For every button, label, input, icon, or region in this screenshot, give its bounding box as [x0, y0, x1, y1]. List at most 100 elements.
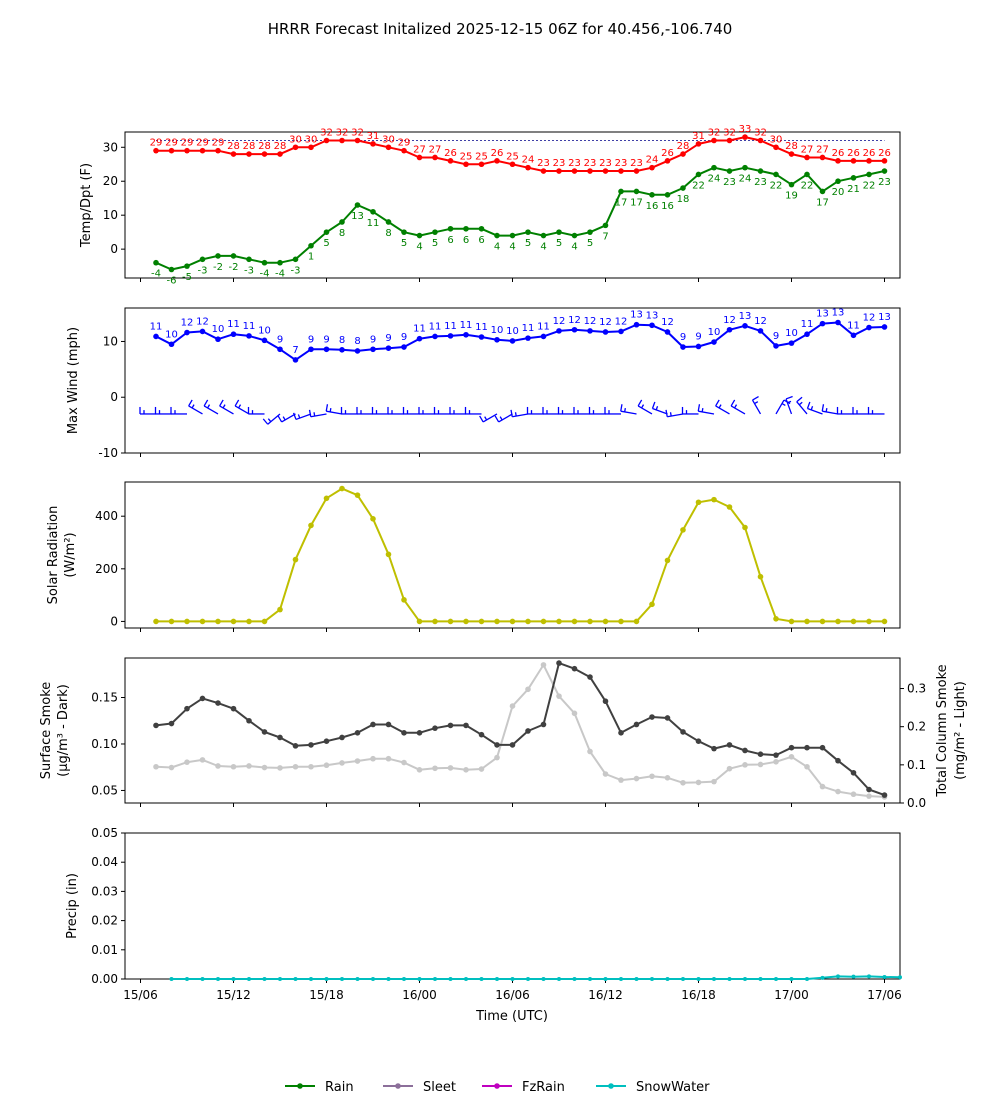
dewpoint-point	[215, 253, 221, 259]
temperature-value-label: 23	[615, 158, 628, 169]
dewpoint-value-label: -6	[167, 276, 177, 287]
total-column-smoke-point	[354, 758, 361, 764]
dewpoint-value-label: -4	[151, 269, 161, 280]
wind-barb	[510, 409, 529, 418]
max-wind-point	[556, 328, 562, 334]
temperature-value-label: 23	[584, 158, 597, 169]
dewpoint-point	[153, 259, 159, 266]
surface-smoke-point	[354, 730, 361, 736]
temperature-point	[478, 161, 485, 168]
max-wind-point	[463, 331, 469, 338]
xtick-label: 16/12	[588, 988, 623, 1002]
surface-smoke-point	[804, 744, 810, 751]
temperature-point	[525, 164, 531, 171]
dewpoint-value-label: -4	[260, 269, 270, 280]
snowwater-point	[882, 974, 887, 979]
wind-barb	[464, 406, 482, 415]
dewpoint-point	[664, 192, 671, 198]
solar-radiation-point	[230, 618, 237, 625]
snowwater-point	[510, 977, 515, 981]
max-wind-point	[168, 341, 175, 348]
max-wind-value-label: 12	[568, 315, 581, 326]
surface-smoke-point	[509, 742, 516, 748]
total-column-smoke-point	[788, 754, 795, 760]
temperature-value-label: 30	[382, 134, 395, 145]
figure-title: HRRR Forecast Initalized 2025-12-15 06Z …	[268, 20, 733, 38]
max-wind-value-label: 11	[522, 323, 535, 334]
max-wind-point	[385, 345, 392, 351]
total-column-smoke-point	[695, 779, 702, 786]
total-column-smoke-point	[339, 760, 345, 766]
solar-radiation-point	[649, 601, 655, 608]
max-wind-point	[370, 346, 376, 353]
total-column-smoke-point	[819, 783, 826, 790]
max-wind-point	[308, 346, 314, 353]
solar-radiation-point	[168, 618, 175, 625]
smoke-panel: 0.05 0.10 0.15 Surface Smoke (μg/m³ - Dark) 0…	[39, 657, 968, 810]
snowwater-point	[247, 977, 251, 981]
dewpoint-point	[246, 256, 252, 263]
max-wind-value-label: 11	[413, 324, 426, 335]
solar-radiation-point	[540, 618, 547, 625]
max-wind-point	[726, 326, 733, 333]
solar-ytick-label: 200	[95, 562, 118, 576]
max-wind-value-label: 8	[339, 335, 345, 346]
temperature-value-label: 23	[537, 158, 550, 169]
surface-smoke-point	[463, 722, 469, 729]
surface-smoke-point	[633, 721, 640, 728]
max-wind-point	[835, 319, 841, 326]
temperature-value-label: 26	[878, 148, 891, 159]
xtick-label: 16/06	[495, 988, 530, 1002]
surface-smoke-point	[339, 734, 345, 741]
wind-barb	[604, 406, 621, 415]
total-column-smoke-point	[587, 748, 593, 755]
solar-radiation-point	[726, 504, 733, 510]
surface-smoke-point	[525, 728, 531, 734]
max-wind-point	[230, 331, 237, 338]
total-column-smoke-point	[463, 767, 469, 773]
snowwater-point	[479, 977, 484, 981]
wind-barb	[852, 406, 869, 415]
temp-ytick-label: 30	[103, 140, 118, 154]
surface-smoke-point	[184, 705, 190, 712]
max-wind-value-label: 12	[615, 316, 628, 327]
wind-barb	[325, 404, 343, 415]
snowwater-point	[200, 977, 205, 981]
temperature-value-label: 32	[320, 127, 333, 138]
max-wind-point	[711, 339, 717, 345]
dewpoint-value-label: 17	[615, 197, 628, 208]
snowwater-point	[588, 977, 592, 981]
dewpoint-point	[323, 229, 330, 235]
temperature-point	[695, 141, 702, 147]
snowwater-point	[324, 977, 329, 981]
max-wind-point	[881, 324, 888, 330]
solar-ytick-label: 400	[95, 509, 118, 523]
solar-radiation-point	[401, 597, 407, 603]
temperature-point	[323, 137, 330, 144]
max-wind-value-label: 11	[801, 319, 814, 330]
total-column-smoke-point	[385, 755, 392, 762]
precip-panel: 0.00 0.01 0.02 0.03 0.04 0.05 15/06 15/12 15/18 1…	[65, 826, 902, 1002]
temperature-point	[866, 158, 872, 164]
solar-radiation-point	[602, 618, 609, 625]
wind-ytick-label: 10	[103, 334, 118, 348]
temperature-point	[850, 158, 857, 164]
temperature-point	[447, 158, 454, 164]
smoke-right-ytick-label: 0.1	[907, 758, 926, 772]
solar-radiation-line	[156, 487, 885, 623]
dewpoint-value-label: 20	[832, 187, 845, 198]
surface-smoke-point	[540, 721, 547, 728]
temperature-value-label: 23	[553, 158, 566, 169]
total-column-smoke-point	[711, 778, 717, 785]
solar-radiation-point	[556, 618, 562, 625]
max-wind-point	[850, 332, 857, 339]
max-wind-point	[819, 320, 826, 327]
dewpoint-value-label: 4	[540, 242, 546, 253]
temperature-point	[463, 161, 469, 168]
max-wind-value-label: 9	[308, 334, 314, 345]
xtick-label: 15/18	[309, 988, 344, 1002]
surface-smoke-point	[432, 725, 438, 731]
temperature-point	[168, 147, 175, 154]
wind-barb	[697, 404, 715, 415]
dewpoint-value-label: 24	[708, 174, 721, 185]
